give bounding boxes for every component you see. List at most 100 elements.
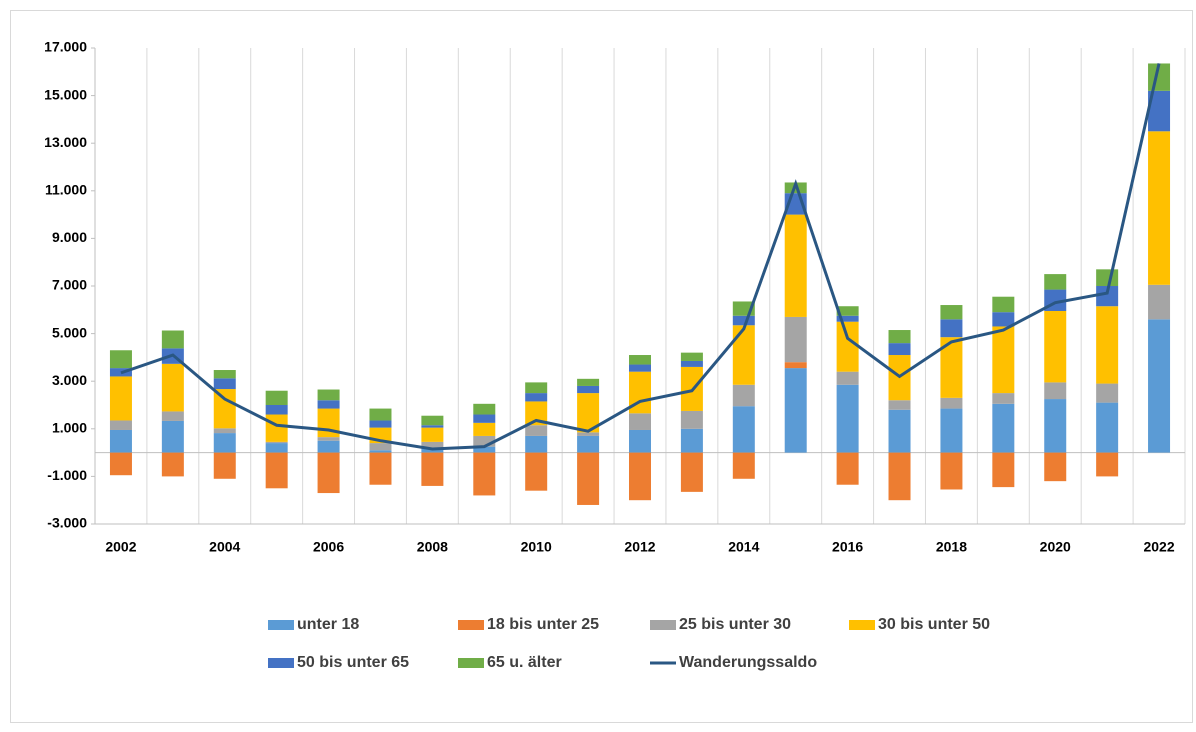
legend-label: 30 bis unter 50: [878, 616, 990, 633]
bar-segment: [213, 378, 236, 390]
bar-segment: [109, 350, 132, 369]
y-tick-label: 3.000: [52, 372, 87, 388]
bar-segment: [992, 452, 1015, 488]
bar-segment: [577, 393, 600, 433]
bar-segment: [836, 315, 859, 322]
bar-segment: [577, 378, 600, 386]
bar-segment: [577, 385, 600, 394]
bar-segment: [1096, 402, 1119, 453]
y-tick-label: -3.000: [47, 515, 87, 531]
y-tick-label: 11.000: [45, 182, 87, 198]
bar-segment: [784, 316, 807, 363]
x-tick-label: 2004: [209, 539, 240, 555]
legend-label: 50 bis unter 65: [297, 654, 409, 671]
bar-segment: [265, 443, 288, 453]
y-tick-label: -1.000: [47, 467, 87, 483]
bar-segment: [421, 425, 444, 428]
bar-segment: [317, 437, 340, 441]
bar-segment: [525, 401, 548, 426]
bar-segment: [680, 410, 703, 429]
bar-segment: [888, 343, 911, 356]
y-tick-label: 9.000: [52, 229, 87, 245]
bar-segment: [732, 384, 755, 407]
legend-swatch: [458, 658, 484, 668]
x-tick-label: 2022: [1143, 539, 1174, 555]
x-tick-label: 2006: [313, 539, 344, 555]
bar-segment: [109, 420, 132, 430]
bar-segment: [473, 422, 496, 436]
bar-segment: [1044, 399, 1067, 453]
bar-segment: [317, 389, 340, 401]
bar-segment: [992, 403, 1015, 453]
bar-segment: [888, 452, 911, 501]
bar-segment: [109, 429, 132, 453]
bar-segment: [940, 452, 963, 490]
y-tick-label: 5.000: [52, 324, 87, 340]
bar-segment: [732, 325, 755, 385]
bar-segment: [680, 352, 703, 361]
bar-segment: [525, 435, 548, 453]
bar-segment: [629, 364, 651, 372]
bar-segment: [1096, 452, 1119, 477]
x-tick-label: 2002: [105, 539, 136, 555]
bar-segment: [1044, 310, 1067, 383]
bar-segment: [680, 428, 703, 453]
bar-segment: [1044, 382, 1067, 400]
bar-segment: [109, 452, 132, 476]
y-tick-label: 17.000: [44, 39, 87, 55]
bar-segment: [836, 384, 859, 453]
x-tick-label: 2016: [832, 539, 863, 555]
bar-segment: [577, 435, 600, 453]
bar-segment: [265, 405, 288, 415]
bar-segment: [680, 452, 703, 492]
bar-segment: [473, 403, 496, 415]
bar-segment: [161, 363, 184, 412]
bar-segment: [265, 441, 288, 444]
legend-label: Wanderungssaldo: [679, 654, 817, 671]
bar-segment: [680, 360, 703, 367]
bar-segment: [317, 440, 340, 453]
bar-segment: [1096, 306, 1119, 384]
bar-segment: [1044, 452, 1067, 482]
bar-segment: [421, 441, 444, 448]
legend-swatch: [849, 620, 875, 630]
y-tick-label: 15.000: [44, 86, 87, 102]
legend-label: 25 bis unter 30: [679, 616, 791, 633]
bar-segment: [992, 393, 1015, 404]
line-series: [120, 63, 1161, 451]
bar-segment: [992, 312, 1015, 327]
bar-segment: [161, 452, 184, 477]
x-tick-label: 2008: [417, 539, 448, 555]
bar-segment: [369, 452, 392, 485]
y-tick-label: 13.000: [44, 134, 87, 150]
bar-segment: [940, 305, 963, 320]
bar-segment: [473, 435, 496, 447]
bar-segment: [525, 452, 548, 491]
x-tick-label: 2020: [1040, 539, 1071, 555]
bar-segment: [317, 400, 340, 409]
bar-segment: [784, 362, 807, 369]
bar-segment: [525, 382, 548, 394]
bar-segment: [1096, 269, 1119, 286]
bar-segment: [525, 393, 548, 402]
bar-segment: [940, 408, 963, 453]
legend-label: 65 u. älter: [487, 654, 562, 671]
bar-segment: [213, 452, 236, 479]
bar-segment: [213, 428, 236, 434]
bar-segment: [421, 427, 444, 442]
bar-segment: [992, 326, 1015, 394]
x-tick-label: 2018: [936, 539, 967, 555]
bar-segment: [213, 433, 236, 453]
x-tick-label: 2012: [624, 539, 655, 555]
bar-segment: [1148, 131, 1171, 285]
bar-segment: [1096, 383, 1119, 403]
bar-segment: [473, 414, 496, 423]
bar-segment: [161, 411, 184, 421]
x-tick-label: 2010: [521, 539, 552, 555]
bar-segment: [940, 337, 963, 398]
bar-segment: [1148, 319, 1171, 453]
bar-segment: [213, 389, 236, 429]
bar-segment: [265, 452, 288, 489]
bar-segment: [317, 452, 340, 494]
